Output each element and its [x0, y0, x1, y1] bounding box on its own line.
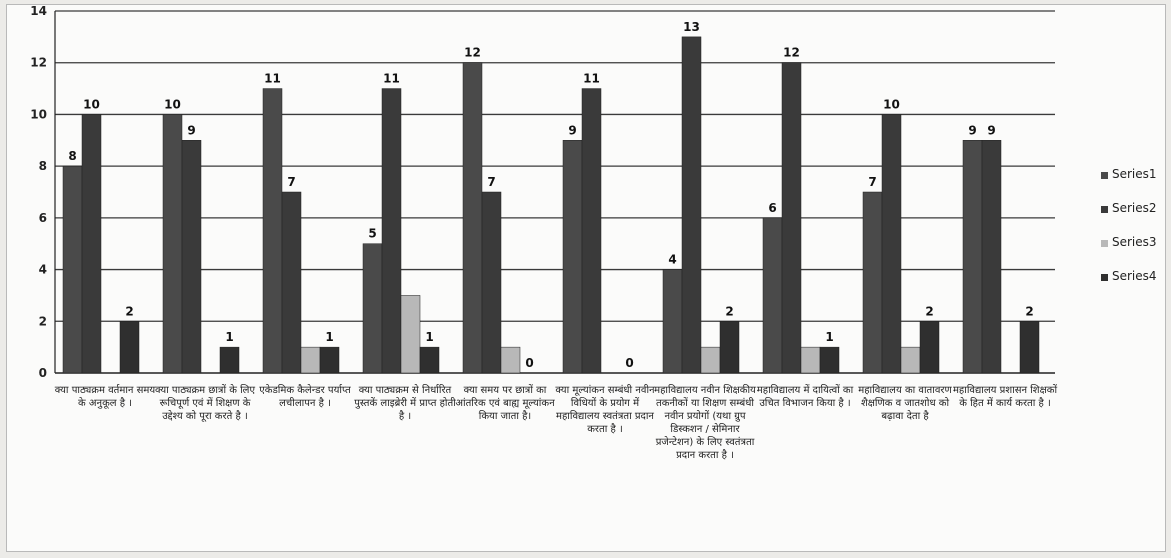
y-tick-label: 8: [39, 159, 47, 173]
bar-series4-9: [919, 321, 940, 374]
data-label: 4: [668, 253, 676, 267]
bar-series1-8: [762, 217, 783, 374]
bar-series4-3: [319, 346, 340, 374]
data-label: 7: [287, 175, 295, 189]
data-label: 10: [164, 97, 181, 111]
bar-series4-1: [119, 321, 140, 374]
bar-series4-7: [719, 321, 740, 374]
bar-series1-1: [62, 165, 83, 374]
data-label: 7: [487, 175, 495, 189]
legend-swatch: [1101, 206, 1108, 213]
legend-swatch: [1101, 172, 1108, 179]
bar-series1-5: [462, 62, 483, 374]
bar-series2-5: [481, 191, 502, 374]
x-tick-label: क्या पाठ्यक्रम वर्तमान समय के अनुकूल है …: [54, 385, 156, 409]
y-tick-label: 4: [39, 263, 47, 277]
bar-series1-9: [862, 191, 883, 374]
bar-series3-8: [800, 346, 821, 374]
data-label: 1: [225, 330, 233, 344]
data-label: 12: [783, 46, 800, 60]
bar-series4-8: [819, 346, 840, 374]
bar-series4-10: [1019, 321, 1040, 374]
data-label: 12: [464, 46, 481, 60]
data-label: 7: [868, 175, 876, 189]
bar-series2-8: [781, 62, 802, 374]
x-tick-label: क्या पाठ्यक्रम छात्रों के लिए रूचिपूर्ण …: [155, 385, 255, 422]
data-label: 1: [825, 330, 833, 344]
y-tick-label: 10: [30, 107, 47, 121]
y-tick-label: 14: [30, 5, 47, 18]
x-tick-label: क्या मूल्यांकन सम्बंधी नवीन विधियों के प…: [555, 385, 655, 435]
x-tick-label: महाविद्यालय में दायित्वों का उचित विभाजन…: [756, 385, 854, 409]
data-label: 2: [725, 304, 733, 318]
bar-series2-4: [381, 88, 402, 374]
bar-series1-2: [162, 114, 183, 374]
data-label: 6: [768, 201, 776, 215]
data-label: 8: [68, 149, 76, 163]
legend-label: Series3: [1112, 235, 1157, 249]
data-label: 0: [525, 356, 533, 370]
bar-series3-9: [900, 346, 921, 374]
bar-series3-5: [500, 346, 521, 374]
bar-series4-2: [219, 346, 240, 374]
x-tick-label: क्या समय पर छात्रों का आंतरिक एवं बाह्य …: [455, 385, 555, 422]
legend-swatch: [1101, 240, 1108, 247]
data-label: 2: [125, 304, 133, 318]
y-tick-label: 0: [39, 366, 47, 380]
x-tick-label: महाविद्यालय प्रशासन शिक्षकों के हित में …: [952, 385, 1058, 409]
data-label: 9: [187, 123, 195, 137]
bar-series2-6: [581, 88, 602, 374]
data-label: 2: [925, 304, 933, 318]
legend-swatch: [1101, 274, 1108, 281]
data-label: 13: [683, 20, 700, 34]
legend-label: Series1: [1112, 167, 1157, 181]
bar-series3-3: [300, 346, 321, 374]
y-tick-label: 2: [39, 314, 47, 328]
data-label: 11: [383, 72, 400, 86]
data-label: 5: [368, 227, 376, 241]
data-label: 1: [325, 330, 333, 344]
data-label: 11: [583, 72, 600, 86]
x-tick-label: एकेडमिक कैलेन्डर पर्याप्त लचीलापन है ।: [259, 385, 351, 409]
bar-series1-7: [662, 269, 683, 374]
x-tick-label: महाविद्यालय का वातावरण शैक्षणिक व जातशोध…: [858, 385, 952, 422]
bar-series1-4: [362, 243, 383, 374]
data-label: 0: [625, 356, 633, 370]
y-tick-label: 12: [30, 56, 47, 70]
bar-series2-2: [181, 140, 202, 374]
data-label: 9: [987, 123, 995, 137]
bar-series1-3: [262, 88, 283, 374]
data-label: 2: [1025, 304, 1033, 318]
bar-series2-10: [981, 140, 1002, 374]
data-label: 9: [968, 123, 976, 137]
bar-series3-4: [400, 295, 421, 374]
bar-series3-7: [700, 346, 721, 374]
data-label: 10: [83, 97, 100, 111]
data-label: 9: [568, 123, 576, 137]
bar-series2-1: [81, 114, 102, 374]
chart-frame: 0 2 4 6 8 10 12 14 8 10 2 10 9 1 11 7 1 5 11 1 12 7 0 9 11 0 4 13 2 6…: [6, 4, 1166, 552]
bar-series2-3: [281, 191, 302, 374]
bar-series1-10: [962, 140, 983, 374]
bar-series4-4: [419, 346, 440, 374]
bar-series2-7: [681, 36, 702, 374]
y-tick-label: 6: [39, 211, 47, 225]
bar-chart: 0246810121481021091117151111270911041326…: [30, 5, 1055, 380]
data-label: 11: [264, 72, 281, 86]
bar-series2-9: [881, 114, 902, 374]
x-tick-label: महाविद्यालय नवीन शिक्षकीय तकनीकों या शिक…: [654, 385, 756, 461]
data-label: 10: [883, 97, 900, 111]
data-label: 1: [425, 330, 433, 344]
legend-label: Series2: [1112, 201, 1157, 215]
x-tick-label: क्या पाठ्यक्रम से निर्धारित पुस्तकें लाइ…: [354, 385, 456, 422]
legend-label: Series4: [1112, 269, 1157, 283]
bar-series1-6: [562, 140, 583, 374]
